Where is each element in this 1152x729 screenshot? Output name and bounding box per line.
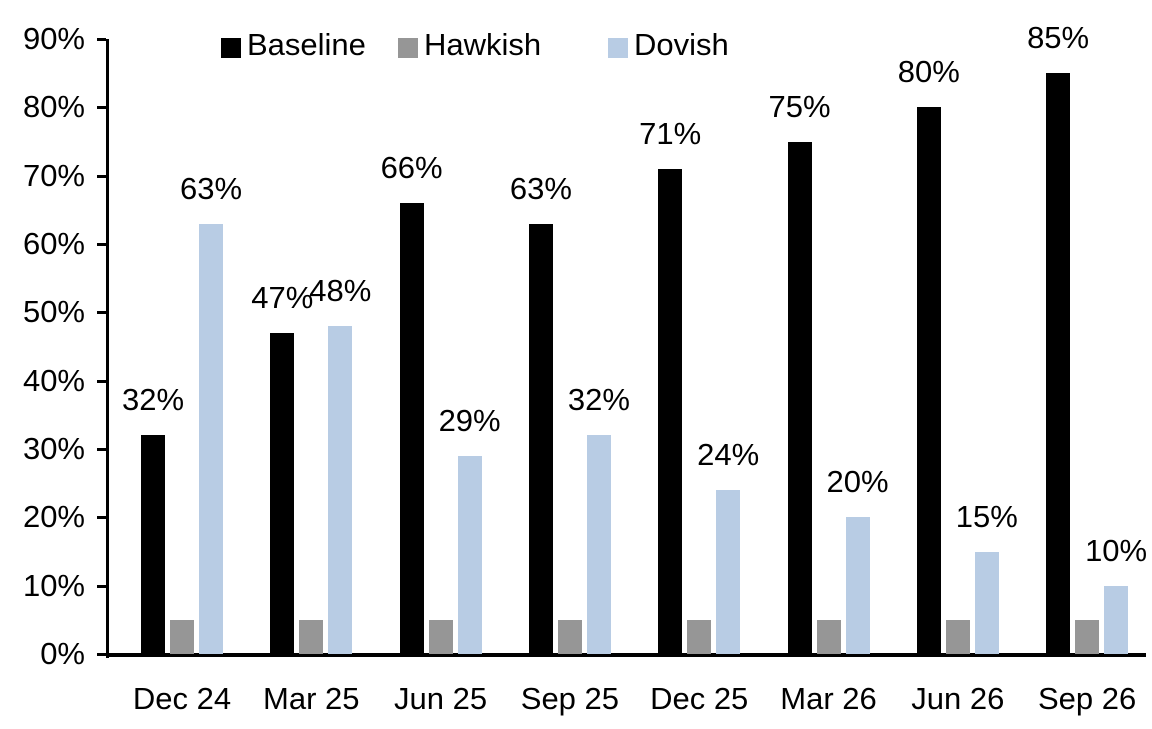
x-category-label: Jun 26 [911, 681, 1005, 716]
x-category-label: Mar 25 [263, 681, 360, 716]
x-category-label: Dec 25 [650, 681, 749, 716]
y-axis-line [106, 39, 109, 658]
legend-swatch-dovish [608, 38, 628, 58]
data-label: 32% [121, 382, 185, 418]
x-axis-line [106, 653, 1146, 657]
y-tick-label: 10% [22, 567, 85, 603]
y-tick-label: 0% [40, 636, 85, 671]
data-label: 71% [639, 115, 702, 151]
y-axis-tick [97, 243, 106, 246]
data-label: 75% [768, 88, 831, 124]
y-axis-tick [97, 653, 106, 656]
data-label: 24% [697, 437, 760, 472]
data-label: 15% [955, 498, 1018, 534]
x-category-label: Sep 25 [520, 681, 620, 716]
data-label: 85% [1027, 20, 1090, 56]
bar-hawkish-6 [945, 619, 970, 654]
y-tick-label: 30% [22, 431, 85, 466]
bar-hawkish-1 [299, 619, 324, 654]
bar-dovish-7 [1104, 585, 1129, 654]
data-label: 10% [1085, 532, 1148, 568]
bar-dovish-1 [328, 326, 353, 654]
bar-dovish-3 [586, 435, 611, 654]
y-axis-tick [97, 106, 106, 110]
bar-dovish-5 [845, 517, 870, 654]
data-label: 63% [179, 170, 243, 206]
data-label: 20% [826, 464, 889, 500]
legend-label-hawkish: Hawkish [424, 27, 542, 62]
bar-baseline-1 [270, 332, 295, 654]
y-tick-label: 80% [22, 89, 85, 125]
y-axis-tick [97, 174, 106, 178]
data-label: 47% [251, 279, 314, 315]
y-axis-tick [97, 584, 106, 588]
x-category-label: Sep 26 [1037, 681, 1137, 716]
bar-hawkish-7 [1075, 619, 1100, 654]
bar-hawkish-2 [428, 619, 453, 654]
bar-baseline-2 [399, 203, 424, 654]
data-label: 32% [567, 382, 630, 418]
bar-baseline-3 [528, 223, 553, 654]
y-axis-tick [97, 311, 106, 315]
bar-dovish-0 [199, 223, 223, 654]
legend-label-dovish: Dovish [634, 27, 729, 62]
bar-hawkish-3 [557, 619, 582, 654]
bar-dovish-2 [457, 455, 482, 654]
data-label: 29% [438, 402, 501, 438]
y-axis-tick [97, 516, 106, 520]
y-axis-tick [97, 38, 106, 41]
legend-swatch-baseline [221, 38, 241, 58]
data-label: 66% [380, 150, 443, 185]
data-label: 63% [509, 170, 572, 206]
data-label: 48% [309, 273, 372, 308]
y-tick-label: 40% [22, 362, 85, 398]
y-tick-label: 20% [22, 499, 85, 535]
data-label: 80% [897, 54, 960, 90]
bar-baseline-7 [1046, 73, 1071, 654]
bar-dovish-6 [974, 551, 999, 654]
bar-dovish-4 [716, 490, 741, 654]
bar-hawkish-5 [816, 619, 841, 654]
bar-baseline-0 [141, 435, 165, 654]
bar-baseline-6 [916, 107, 941, 654]
y-axis-tick [97, 379, 106, 383]
y-tick-label: 70% [22, 157, 85, 193]
x-category-label: Mar 26 [780, 681, 877, 716]
x-category-label: Jun 25 [394, 681, 488, 716]
x-category-label: Dec 24 [132, 681, 232, 716]
bar-baseline-5 [787, 141, 812, 654]
bar-hawkish-0 [170, 619, 194, 654]
y-tick-label: 90% [22, 21, 85, 56]
y-axis-tick [97, 448, 106, 451]
bar-hawkish-4 [687, 619, 712, 654]
y-tick-label: 60% [22, 226, 85, 261]
bar-baseline-4 [658, 168, 683, 654]
legend-swatch-hawkish [398, 38, 418, 58]
y-tick-label: 50% [22, 294, 85, 330]
legend-label-baseline: Baseline [247, 27, 366, 62]
